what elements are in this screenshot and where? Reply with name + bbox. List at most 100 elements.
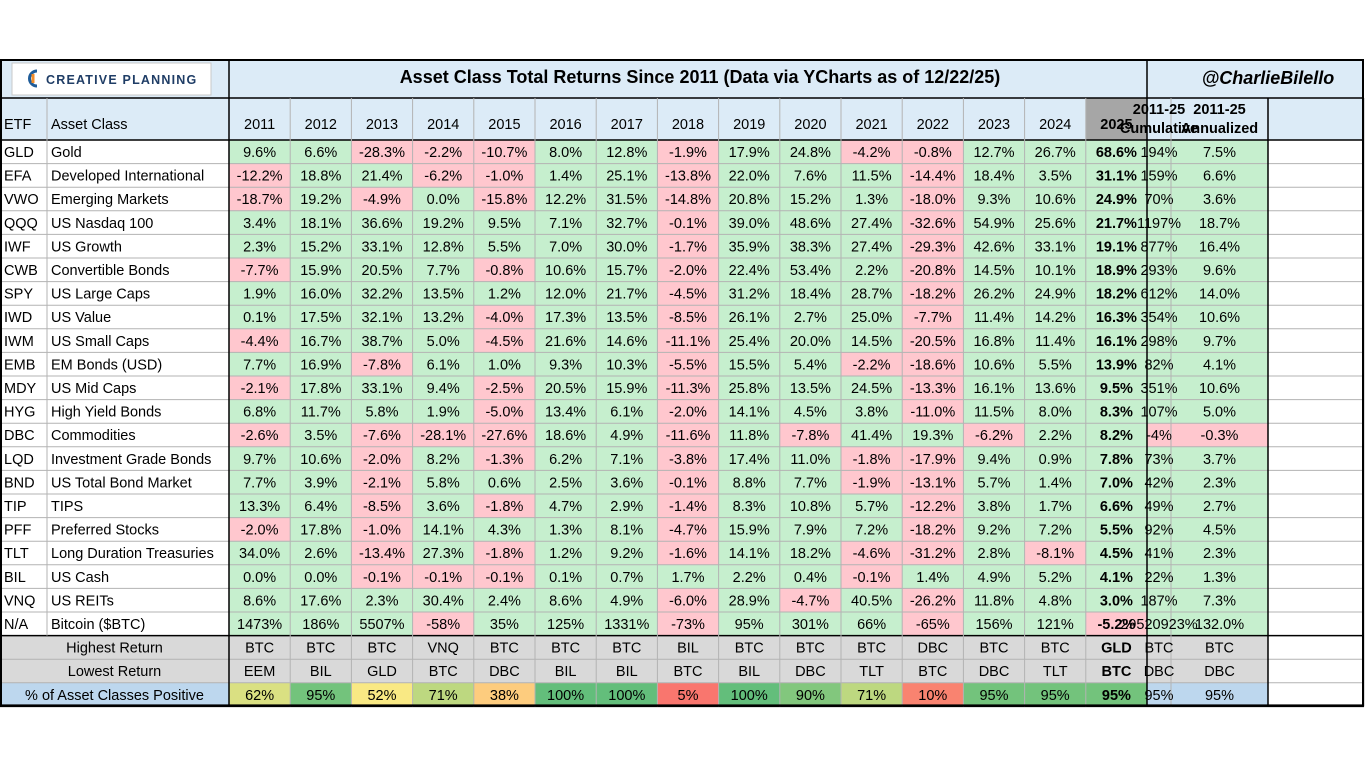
return-cell-fill — [657, 210, 719, 235]
return-cell-fill — [1024, 446, 1086, 471]
return-cell-value: 14.5% — [851, 334, 892, 350]
return-cell-value: 14.0% — [1199, 287, 1240, 303]
return-cell-value: 13.5% — [790, 381, 831, 397]
return-cell-value: 20.5% — [361, 263, 402, 279]
return-cell-fill — [779, 258, 841, 282]
return-cell-fill — [229, 234, 291, 258]
row-etf-ticker: TLT — [4, 546, 29, 562]
summary-cell-fill — [535, 635, 597, 660]
return-cell-value: 2.2% — [1039, 428, 1072, 444]
return-cell-fill — [351, 163, 413, 188]
return-cell-fill — [963, 612, 1025, 636]
return-cell-fill — [1085, 187, 1147, 211]
return-cell-fill — [535, 399, 597, 424]
return-cell-fill — [1147, 163, 1171, 188]
return-cell-fill — [1024, 612, 1086, 636]
return-cell-fill — [1147, 423, 1171, 447]
return-cell-value: 95% — [735, 617, 764, 633]
return-cell-fill — [473, 305, 535, 329]
return-cell-value: 25.0% — [851, 310, 892, 326]
return-cell-fill — [1171, 564, 1268, 589]
return-cell-fill — [963, 163, 1025, 188]
return-cell-value: 2.7% — [1203, 499, 1236, 515]
return-cell-value: 19.2% — [423, 216, 464, 232]
return-cell-value: 22% — [1144, 570, 1173, 586]
return-cell-fill — [779, 588, 841, 612]
column-header-cumulative: Cumulative — [1120, 121, 1198, 137]
return-cell-value: -4.9% — [363, 192, 401, 208]
return-cell-fill — [229, 352, 291, 376]
return-cell-fill — [1171, 612, 1268, 636]
return-cell-value: 125% — [547, 617, 584, 633]
return-cell-value: 3.6% — [1203, 192, 1236, 208]
return-cell-fill — [535, 494, 597, 518]
return-cell-fill — [229, 281, 291, 306]
return-cell-value: -32.6% — [910, 216, 956, 232]
summary-cell-fill — [535, 682, 597, 707]
return-cell-value: 9.6% — [243, 145, 276, 161]
return-cell-value: 8.6% — [243, 593, 276, 609]
return-cell-value: 1.4% — [549, 169, 582, 185]
return-cell-value: 20.5% — [545, 381, 586, 397]
return-cell-fill — [657, 187, 719, 211]
return-cell-value: 15.5% — [729, 357, 770, 373]
column-header-year: 2011 — [244, 117, 275, 133]
summary-cell-value: GLD — [1101, 641, 1132, 657]
return-cell-fill — [841, 328, 903, 353]
return-cell-fill — [657, 399, 719, 424]
summary-cell-value: 62% — [245, 688, 274, 704]
return-cell-value: 27.4% — [851, 239, 892, 255]
return-cell-value: -18.2% — [910, 523, 956, 539]
return-cell-value: 14.5% — [973, 263, 1014, 279]
return-cell-value: 17.8% — [300, 381, 341, 397]
return-cell-value: 12.0% — [545, 287, 586, 303]
return-cell-fill — [473, 163, 535, 188]
summary-cell-value: 90% — [796, 688, 825, 704]
summary-cell-value: BTC — [918, 664, 947, 680]
return-cell-fill — [351, 564, 413, 589]
row-asset-name: US Large Caps — [51, 287, 150, 303]
return-cell-fill — [1147, 258, 1171, 282]
return-cell-fill — [473, 258, 535, 282]
return-cell-value: 33.1% — [361, 239, 402, 255]
return-cell-value: -2.6% — [241, 428, 279, 444]
return-cell-value: 8.6% — [549, 593, 582, 609]
summary-cell-value: 95% — [1041, 688, 1070, 704]
summary-cell-fill — [779, 659, 841, 683]
return-cell-value: 9.2% — [977, 523, 1010, 539]
return-cell-fill — [657, 376, 719, 400]
summary-cell-value: BTC — [612, 641, 641, 657]
row-etf-ticker: SPY — [4, 287, 33, 303]
return-cell-fill — [229, 494, 291, 518]
return-cell-value: -2.0% — [669, 263, 707, 279]
return-cell-value: -18.6% — [910, 357, 956, 373]
return-cell-value: -7.7% — [914, 310, 952, 326]
return-cell-value: 121% — [1037, 617, 1074, 633]
return-cell-fill — [1147, 612, 1171, 636]
return-cell-value: 31.1% — [1096, 169, 1137, 185]
return-cell-value: 5.0% — [1203, 405, 1236, 421]
return-cell-fill — [779, 305, 841, 329]
return-cell-value: 186% — [302, 617, 339, 633]
row-etf-ticker: MDY — [4, 381, 37, 397]
return-cell-fill — [535, 564, 597, 589]
return-cell-fill — [1171, 163, 1268, 188]
return-cell-fill — [902, 423, 964, 447]
return-cell-value: 7.7% — [243, 475, 276, 491]
return-cell-value: 35% — [490, 617, 519, 633]
return-cell-fill — [657, 446, 719, 471]
return-cell-value: 8.0% — [1039, 405, 1072, 421]
return-cell-value: 31.5% — [606, 192, 647, 208]
summary-cell-value: BIL — [616, 664, 638, 680]
return-cell-fill — [657, 494, 719, 518]
return-cell-value: 3.6% — [610, 475, 643, 491]
return-cell-value: 4.5% — [794, 405, 827, 421]
summary-cell-fill — [718, 659, 780, 683]
return-cell-fill — [351, 399, 413, 424]
return-cell-value: 16.0% — [300, 287, 341, 303]
summary-cell-value: 95% — [306, 688, 335, 704]
return-cell-fill — [412, 210, 474, 235]
return-cell-value: 16.7% — [300, 334, 341, 350]
return-cell-fill — [229, 588, 291, 612]
return-cell-value: 0.9% — [1039, 452, 1072, 468]
